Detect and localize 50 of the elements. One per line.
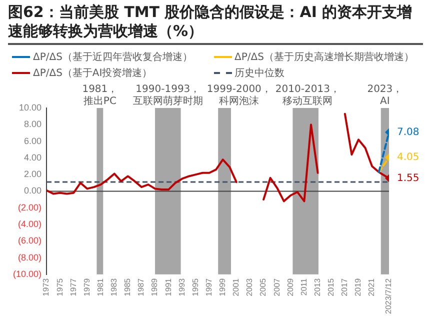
x-tick-label: 1975 — [55, 278, 64, 296]
y-tick-label: 8.00 — [24, 119, 42, 130]
y-tick-label: 6.00 — [24, 136, 42, 146]
x-tick-label: 1973 — [42, 278, 51, 296]
x-tick-label: 2001 — [232, 278, 241, 296]
x-tick-label: 2015 — [326, 278, 336, 296]
x-tick-label: 2005 — [258, 278, 268, 296]
band-label: 1981，推出PC — [82, 84, 118, 107]
x-tick-label: 2003 — [245, 278, 254, 296]
y-tick-label: (10.00) — [12, 268, 42, 279]
y-tick-label: (2.00) — [18, 202, 42, 212]
band-label: 2010-2013，移动互联网 — [275, 84, 340, 107]
x-tick-label: 2013 — [312, 278, 322, 296]
x-tick-label: 2017 — [340, 278, 350, 296]
x-tick-label: 2009 — [286, 278, 295, 296]
y-tick-label: 0.00 — [24, 186, 42, 196]
x-tick-label: 1989 — [150, 278, 160, 296]
x-tick-label: 1983 — [110, 278, 119, 296]
data-label: 4.05 — [397, 152, 420, 164]
legend-label: ΔP/ΔS（基于AI投资增速） — [33, 66, 152, 80]
band-label: 1990-1993，互联网萌芽时期 — [132, 84, 203, 107]
x-tick-label: 1985 — [123, 278, 132, 296]
legend-label: ΔP/ΔS（基于近四年营收复合增速） — [33, 50, 192, 64]
y-tick-label: 2.00 — [24, 169, 42, 180]
band-label: 1999-2000，科网泡沫 — [206, 84, 272, 107]
legend-label: 历史中位数 — [234, 66, 284, 80]
x-tick-label: 1995 — [190, 278, 200, 296]
x-tick-label: 1999 — [218, 278, 228, 296]
chart-title: 图62：当前美股 TMT 股价隐含的假设是：AI 的资本开支增速能够转换为营收增速（%） — [8, 3, 423, 45]
y-tick-label: (6.00) — [18, 236, 42, 246]
x-tick-label: 1991 — [164, 278, 173, 296]
data-label: 1.55 — [397, 172, 420, 184]
x-tick-label: 1993 — [177, 278, 186, 296]
y-tick-label: (8.00) — [18, 252, 42, 262]
x-tick-label: 2023/7/12 — [384, 278, 394, 314]
y-tick-label: 10.00 — [18, 102, 42, 112]
y-tick-label: 4.00 — [24, 152, 42, 162]
legend-label: ΔP/ΔS（基于历史高速增长期营收增速） — [234, 50, 414, 64]
x-tick-label: 2011 — [299, 278, 308, 296]
x-tick-label: 1987 — [136, 278, 146, 296]
x-tick-label: 1979 — [82, 278, 92, 296]
data-label: 7.08 — [397, 126, 420, 138]
x-tick-label: 2007 — [272, 278, 282, 296]
x-tick-label: 1981 — [96, 278, 105, 296]
y-tick-label: (4.00) — [18, 218, 42, 229]
x-tick-label: 2021 — [367, 278, 376, 296]
x-tick-label: 2019 — [354, 278, 363, 296]
x-tick-label: 1977 — [68, 278, 78, 296]
x-tick-label: 1997 — [204, 278, 214, 296]
band-label: 2023，AI — [367, 84, 403, 107]
